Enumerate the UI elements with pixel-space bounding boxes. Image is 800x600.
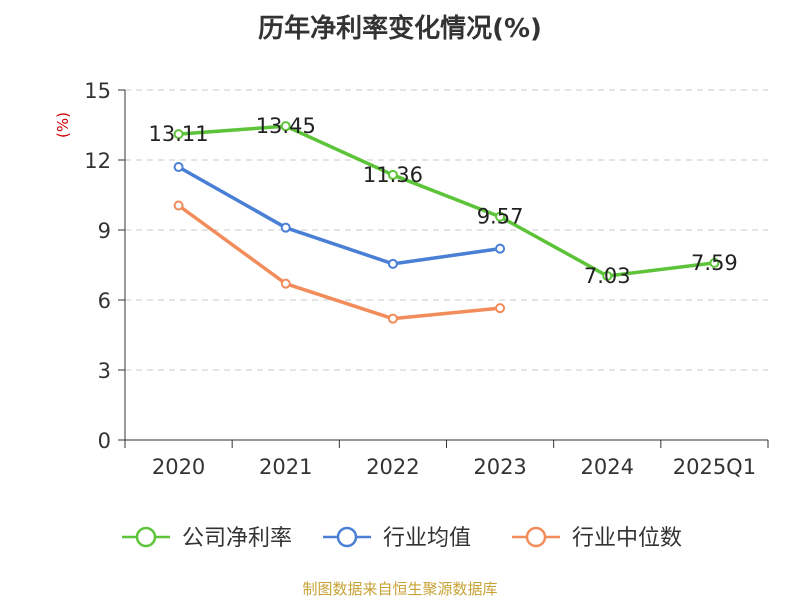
- series-line-2: [176, 203, 502, 321]
- x-tick-label: 2021: [259, 455, 312, 479]
- x-tick-label: 2023: [473, 455, 526, 479]
- data-label: 7.59: [691, 251, 738, 275]
- data-point: [602, 270, 613, 281]
- legend-marker: [135, 526, 157, 548]
- x-tick-label: 2025Q1: [673, 455, 756, 479]
- y-tick-label: 9: [98, 219, 111, 243]
- legend-marker: [336, 526, 358, 548]
- data-point: [387, 258, 398, 269]
- legend-label: 行业均值: [383, 526, 471, 551]
- legend-marker: [525, 526, 547, 548]
- data-point: [495, 211, 506, 222]
- y-tick-label: 12: [84, 149, 111, 173]
- chart-title: 历年净利率变化情况(%): [258, 14, 542, 44]
- data-point: [280, 121, 291, 132]
- data-point: [495, 243, 506, 254]
- data-point: [173, 129, 184, 140]
- y-tick-label: 6: [98, 289, 111, 313]
- data-point: [709, 257, 720, 268]
- x-tick-label: 2024: [581, 455, 634, 479]
- data-label: 13.11: [149, 122, 209, 146]
- y-tick-label: 0: [98, 429, 111, 453]
- data-label: 13.45: [256, 114, 316, 138]
- data-point: [387, 313, 398, 324]
- y-tick-label: 3: [98, 359, 111, 383]
- series-line-0: [176, 124, 717, 278]
- x-tick-label: 2020: [152, 455, 205, 479]
- legend-label: 行业中位数: [572, 526, 682, 551]
- data-point: [280, 278, 291, 289]
- x-tick-label: 2022: [366, 455, 419, 479]
- y-tick-label: 15: [84, 79, 111, 103]
- data-point: [280, 222, 291, 233]
- data-point: [387, 169, 398, 180]
- data-point: [495, 303, 506, 314]
- data-label: 9.57: [477, 205, 524, 229]
- series-line-1: [176, 165, 502, 266]
- y-axis-label: (%): [54, 112, 72, 138]
- source-note: 制图数据来自恒生聚源数据库: [302, 580, 498, 598]
- data-label: 7.03: [584, 264, 631, 288]
- data-label: 11.36: [363, 163, 423, 187]
- data-point: [173, 200, 184, 211]
- legend-label: 公司净利率: [182, 526, 292, 551]
- data-point: [173, 162, 184, 172]
